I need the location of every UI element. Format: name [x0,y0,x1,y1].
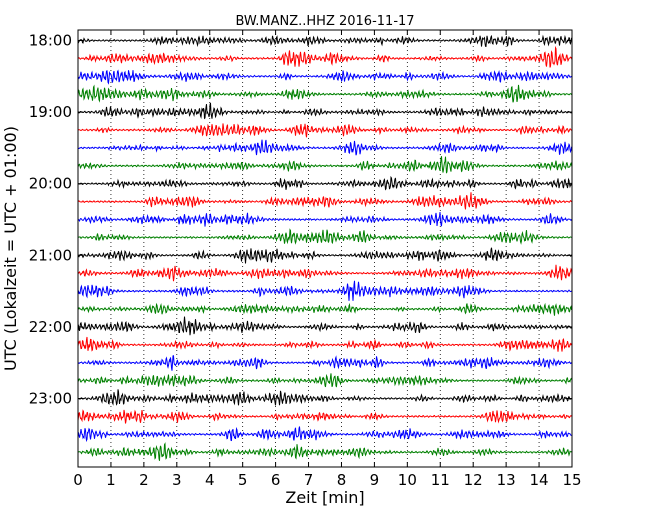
x-tick-label: 10 [398,471,417,489]
trace-2045 [77,228,573,245]
trace-1945 [77,156,573,174]
trace-2200 [77,316,573,336]
trace-2300 [77,389,573,406]
trace-2115 [77,264,573,282]
x-tick-label: 15 [562,471,581,489]
x-tick-label: 1 [106,471,116,489]
trace-2215 [77,336,573,352]
x-tick-label: 8 [337,471,347,489]
x-tick-label: 9 [370,471,380,489]
y-tick-label: 20:00 [29,175,72,193]
trace-1900 [77,102,573,120]
vertical-gridlines [110,30,540,467]
trace-2000 [77,175,573,191]
trace-2230 [77,355,573,371]
x-tick-label: 11 [431,471,450,489]
trace-2330 [77,426,573,443]
trace-2015 [77,192,573,210]
x-axis-label: Zeit [min] [285,488,364,507]
x-axis-ticks: 0 1 2 3 4 5 6 7 8 9 10 11 12 13 14 15 [73,30,582,489]
x-tick-label: 4 [205,471,215,489]
y-tick-label: 22:00 [29,318,72,336]
x-tick-label: 14 [530,471,549,489]
y-axis-ticks: 18:00 19:00 20:00 21:00 22:00 23:00 [29,32,572,408]
y-tick-label: 18:00 [29,32,72,50]
x-tick-label: 13 [497,471,516,489]
trace-1915 [77,123,573,138]
y-axis-label: UTC (Lokalzeit = UTC + 01:00) [1,126,20,371]
trace-2030 [77,211,573,227]
x-tick-label: 12 [464,471,483,489]
x-tick-label: 0 [73,471,83,489]
x-tick-label: 2 [139,471,149,489]
trace-2315 [77,409,573,424]
plot-frame [77,29,573,468]
trace-1930 [77,139,573,156]
trace-1830 [77,69,573,85]
x-tick-label: 3 [172,471,182,489]
x-tick-label: 5 [238,471,248,489]
trace-2130 [77,280,573,301]
trace-2345 [77,442,573,461]
trace-2245 [77,373,573,388]
chart-title: BW.MANZ..HHZ 2016-11-17 [235,14,414,29]
y-tick-label: 19:00 [29,103,72,121]
trace-1845 [77,84,573,103]
x-tick-label: 7 [304,471,314,489]
trace-2145 [77,302,573,316]
seismogram-traces [77,34,573,461]
trace-2100 [77,247,573,264]
trace-1800 [77,34,573,48]
y-tick-label: 23:00 [29,390,72,408]
trace-1815 [77,45,573,68]
y-tick-label: 21:00 [29,246,72,264]
x-tick-label: 6 [271,471,281,489]
